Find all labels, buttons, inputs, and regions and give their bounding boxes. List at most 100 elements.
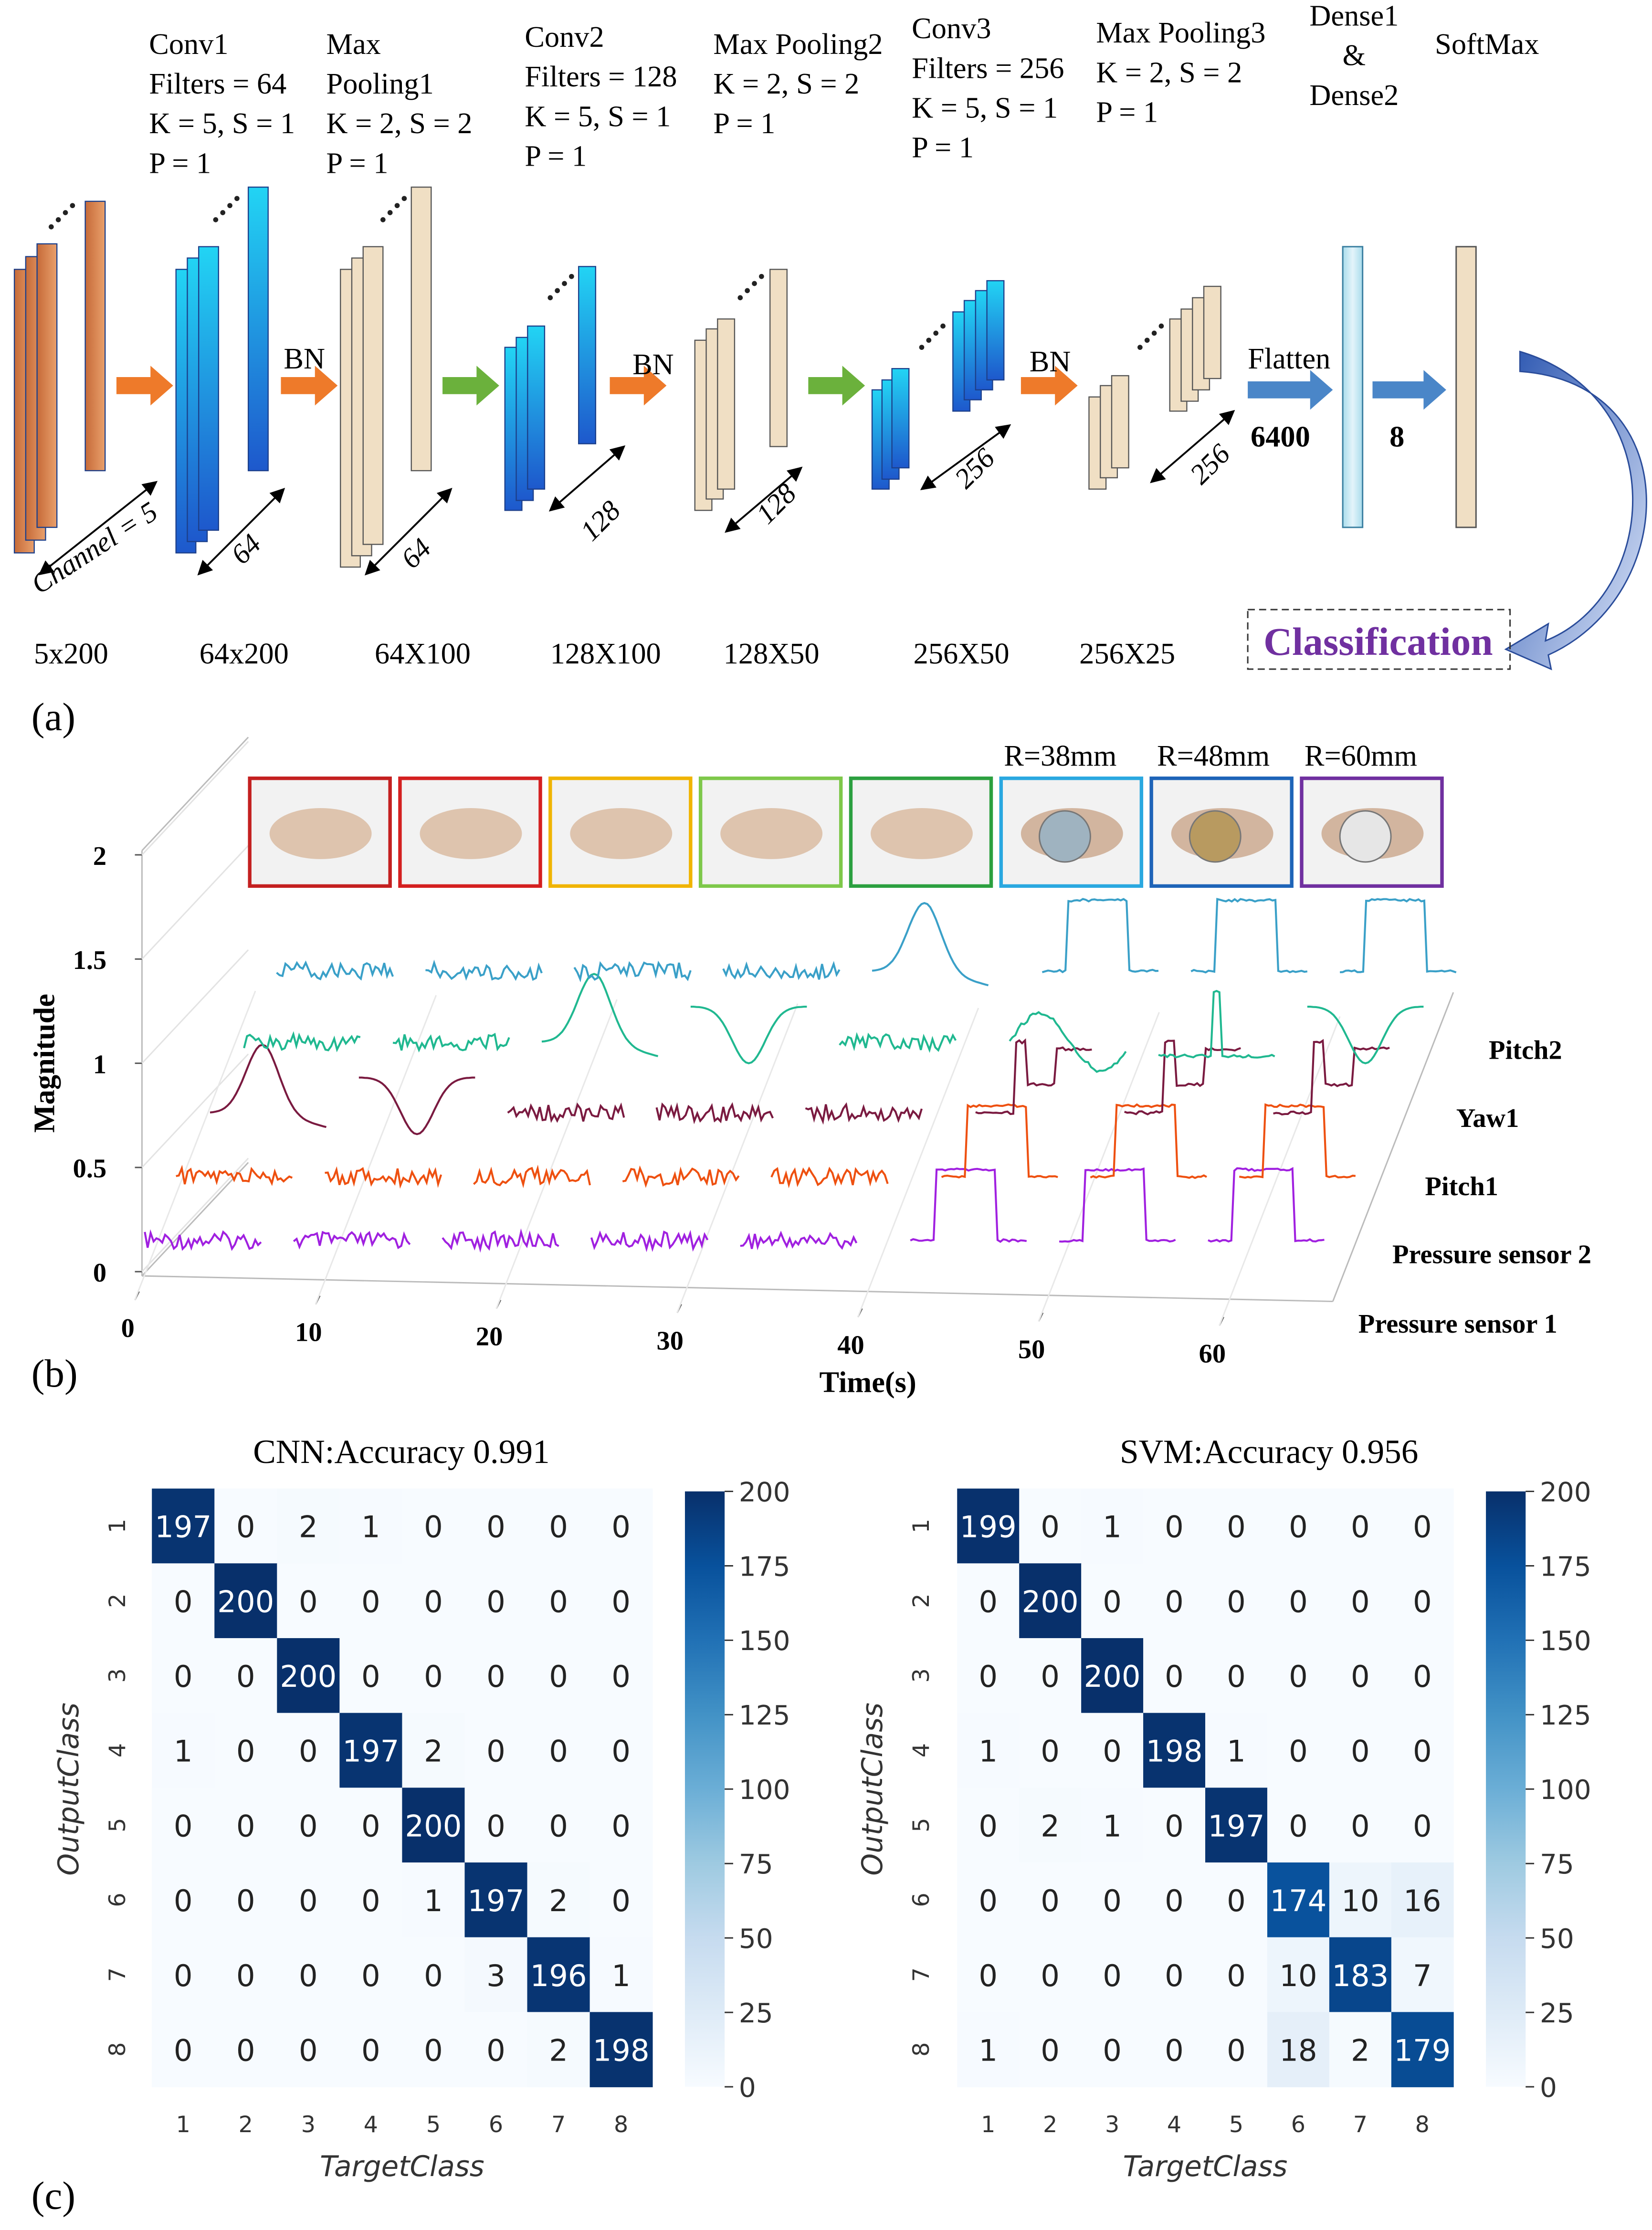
cell-label: 1 [1103,1510,1122,1545]
hand-photo [420,808,522,859]
x-axis-label: TargetClass [1123,2150,1288,2183]
heatmap-cell [589,1638,653,1714]
waveform [1273,1039,1390,1115]
heatmap-cell [1329,1713,1392,1788]
cell-label: 0 [1289,1809,1308,1843]
heatmap-cell [1267,1713,1330,1788]
classification-box [1247,609,1511,670]
heatmap-cell [277,1788,340,1863]
heatmap-cell [339,2012,403,2087]
colorbar-tick-label: 200 [1540,1477,1591,1508]
feature-map [986,280,1005,381]
waveform [722,961,841,980]
x-tick-label: 7 [551,2112,566,2138]
cell-label: 2 [299,1510,318,1545]
heatmap-cell [1081,1563,1144,1639]
heatmap-cell [1143,1788,1206,1863]
cell-label: 1 [1103,1809,1122,1843]
heatmap-cell [1391,1563,1454,1639]
heatmap-cell [1143,1862,1206,1938]
y-tick-label: 3 [908,1668,935,1683]
heatmap-cell [1329,1563,1392,1639]
y-tick-label: 1 [105,1519,131,1533]
depth-arrow [197,487,285,576]
cell-label: 197 [1208,1809,1264,1843]
waveform [839,1032,957,1053]
cell-label: 0 [549,1510,568,1545]
heatmap-cell [1019,1937,1082,2013]
cell-label: 0 [424,1584,443,1619]
heatmap-cell [1267,1862,1330,1938]
x-tick-label: 50 [1018,1335,1045,1364]
layer-text: Max Pooling3 [1096,16,1265,49]
flatten-label: Flatten [1248,342,1330,375]
dense-size: 8 [1389,421,1404,453]
heatmap-cell [214,1862,278,1938]
cell-label: 0 [174,1883,193,1918]
feature-map [527,325,546,490]
y-tick-label: 3 [105,1668,131,1683]
cell-label: 0 [1041,1659,1060,1694]
cell-label: 0 [549,1734,568,1769]
cell-label: 3 [486,1958,505,1993]
cell-label: 0 [1227,1510,1246,1545]
series-label: Pitch1 [1425,1172,1498,1201]
feature-map [717,318,736,490]
cell-label: 7 [1413,1958,1432,1993]
heatmap-cell [957,1713,1020,1788]
heatmap-cell [402,1563,465,1639]
depth-label: 128 [574,494,627,547]
layer-text: K = 5, S = 1 [525,100,671,133]
colorbar [684,1491,725,2087]
cell-label: 0 [236,1510,255,1545]
waveform [507,1102,625,1123]
heatmap-cell [214,1788,278,1863]
y-tick-label: 1 [93,1050,106,1079]
layer-text: Max [326,28,381,61]
colorbar-tick-label: 100 [1540,1775,1591,1806]
cell-label: 0 [1351,1584,1370,1619]
waveform [473,1164,591,1189]
cell-label: 10 [1341,1883,1379,1918]
heatmap-cell [402,1788,465,1863]
heatmap-cell [277,1937,340,2013]
cell-label: 0 [174,2033,193,2068]
grid-line [495,999,618,1309]
heatmap-cell [1329,1862,1392,1938]
waveform [210,1043,327,1128]
heatmap-cell [1205,2012,1268,2087]
y-tick-label: 1.5 [73,946,107,975]
heatmap-cell [1329,1788,1392,1863]
object-photo [1339,810,1392,863]
heatmap-cell [214,1713,278,1788]
heatmap-cell [1143,2012,1206,2087]
heatmap-cell [339,1488,403,1564]
cell-label: 1 [1227,1734,1246,1769]
heatmap-cell [1205,1788,1268,1863]
heatmap-cell [1391,1713,1454,1788]
ellipsis-dot [63,210,68,215]
waveform [1042,898,1159,974]
waveform [541,973,659,1057]
x-axis-label: Time(s) [820,1366,916,1399]
cell-label: 18 [1279,2033,1317,2068]
heatmap-cell [1143,1937,1206,2013]
cell-label: 0 [1165,1958,1184,1993]
flow-arrow [281,366,338,406]
cell-label: 0 [979,1883,998,1918]
flow-arrow [116,366,173,406]
feature-map [578,266,597,444]
heatmap-cell [1267,1638,1330,1714]
y-tick-label: 8 [908,2042,935,2057]
colorbar-tick-label: 0 [739,2072,756,2104]
cell-label: 0 [299,1584,318,1619]
waveform [655,1102,774,1125]
cell-label: 0 [174,1584,193,1619]
cell-label: 0 [236,2033,255,2068]
waveform [144,1229,262,1251]
cell-label: 2 [1041,1809,1060,1843]
cell-label: 174 [1270,1883,1326,1918]
layer-text: Conv3 [912,12,991,45]
ellipsis-dot [220,210,226,215]
heatmap-cell [214,1638,278,1714]
